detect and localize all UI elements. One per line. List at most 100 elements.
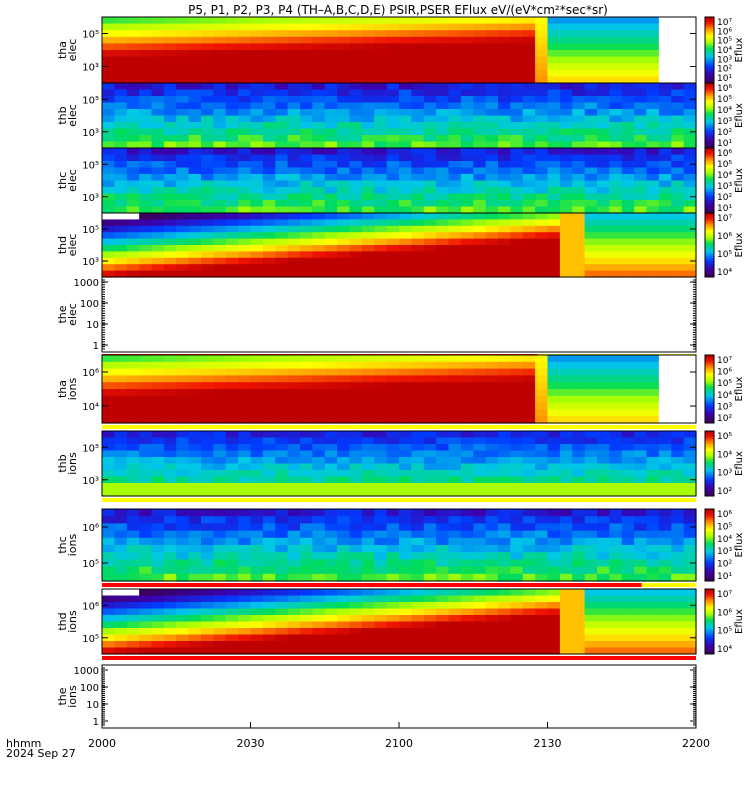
spectrogram-cell	[473, 566, 487, 575]
spectrogram-cell	[337, 457, 351, 465]
spectrogram-cell	[473, 225, 487, 233]
spectrogram-cell	[522, 115, 536, 123]
spectrogram-cell	[102, 187, 115, 195]
spectrogram-cell	[225, 154, 239, 162]
colorbar-cell	[705, 478, 714, 481]
spectrogram-cell	[361, 213, 375, 220]
spectrogram-cell	[423, 559, 437, 568]
spectrogram-cell	[510, 444, 524, 452]
spectrogram-cell	[634, 395, 648, 404]
spectrogram-cell	[139, 566, 153, 575]
spectrogram-cell	[460, 56, 474, 64]
spectrogram-cell	[102, 180, 115, 188]
spectrogram-cell	[324, 23, 338, 31]
spectrogram-cell	[287, 628, 301, 636]
spectrogram-cell	[176, 264, 190, 272]
spectrogram-cell	[386, 516, 400, 524]
spectrogram-cell	[300, 382, 313, 390]
spectrogram-cell	[460, 431, 474, 439]
spectrogram-cell	[250, 36, 264, 44]
spectrogram-cell	[176, 193, 190, 201]
spectrogram-cell	[658, 621, 672, 629]
spectrogram-cell	[275, 444, 289, 452]
spectrogram-cell	[621, 545, 635, 553]
spectrogram-cell	[522, 409, 536, 417]
colorbar-cell	[705, 610, 714, 613]
colorbar-cell	[705, 139, 714, 143]
spectrogram-cell	[559, 50, 573, 58]
spectrogram-cell	[460, 96, 474, 104]
spectrogram-cell	[683, 135, 697, 143]
spectrogram-cell	[584, 213, 598, 220]
spectrogram-cell	[201, 17, 214, 25]
spectrogram-cell	[658, 395, 672, 404]
spectrogram-cell	[671, 89, 685, 97]
spectrogram-cell	[646, 154, 660, 162]
spectrogram-cell	[535, 76, 549, 84]
spectrogram-cell	[646, 602, 660, 610]
spectrogram-cell	[411, 545, 425, 553]
colorbar-frame	[704, 430, 715, 497]
colorbar-label: Eflux	[734, 103, 745, 128]
spectrogram-cell	[386, 225, 400, 233]
spectrogram-cell	[460, 476, 474, 484]
spectrogram-cell	[275, 621, 289, 629]
spectrogram-cell	[646, 457, 660, 465]
spectrogram-cell	[535, 109, 549, 117]
spectrogram-cell	[572, 634, 586, 642]
spectrogram-cell	[498, 552, 511, 560]
spectrogram-cell	[176, 187, 190, 195]
spectrogram-cell	[436, 257, 450, 265]
spectrogram-cell	[609, 257, 623, 265]
spectrogram-cell	[559, 206, 573, 214]
spectrogram-cell	[361, 361, 375, 370]
spectrogram-cell	[399, 128, 412, 136]
y-tick-label: 10³	[82, 128, 99, 139]
spectrogram-cell	[188, 193, 202, 201]
colorbar-cell	[705, 404, 714, 407]
spectrogram-cell	[683, 516, 697, 524]
colorbar-cell	[705, 125, 714, 128]
spectrogram-cell	[361, 463, 375, 471]
spectrogram-cell	[473, 238, 487, 246]
spectrogram-cell	[671, 416, 685, 424]
spectrogram-cell	[510, 206, 524, 214]
colorbar-cell	[705, 219, 714, 222]
spectrogram-cell	[399, 615, 412, 623]
colorbar-cell	[705, 185, 714, 188]
spectrogram-cell	[621, 115, 635, 123]
spectrogram-cell	[238, 476, 252, 484]
spectrogram-cell	[163, 63, 177, 71]
spectrogram-cell	[411, 270, 425, 278]
spectrogram-cell	[535, 608, 549, 616]
spectrogram-cell	[213, 43, 227, 51]
spectrogram-cell	[547, 264, 561, 272]
spectrogram-cell	[572, 30, 586, 38]
spectrogram-cell	[287, 483, 301, 491]
spectrogram-cell	[238, 56, 252, 64]
spectrogram-cell	[250, 437, 264, 445]
spectrogram-cell	[238, 109, 252, 117]
spectrogram-cell	[399, 251, 412, 259]
spectrogram-cell	[262, 122, 276, 130]
colorbar-cell	[705, 245, 714, 248]
spectrogram-cell	[312, 180, 326, 188]
spectrogram-cell	[436, 187, 450, 195]
spectrogram-cell	[498, 135, 511, 143]
spectrogram-cell	[275, 559, 289, 568]
spectrogram-cell	[386, 69, 400, 77]
spectrogram-cell	[337, 647, 351, 655]
spectrogram-cell	[658, 187, 672, 195]
spectrogram-cell	[349, 232, 363, 240]
colorbar-cell	[705, 377, 714, 380]
spectrogram-cell	[460, 232, 474, 240]
colorbar-cell	[705, 248, 714, 251]
spectrogram-cell	[361, 589, 375, 597]
spectrogram-cell	[436, 167, 450, 175]
spectrogram-cell	[188, 431, 202, 439]
spectrogram-cell	[300, 537, 313, 546]
spectrogram-cell	[535, 225, 549, 233]
spectrogram-cell	[423, 141, 437, 149]
spectrogram-cell	[374, 444, 388, 452]
spectrogram-cell	[597, 69, 610, 77]
